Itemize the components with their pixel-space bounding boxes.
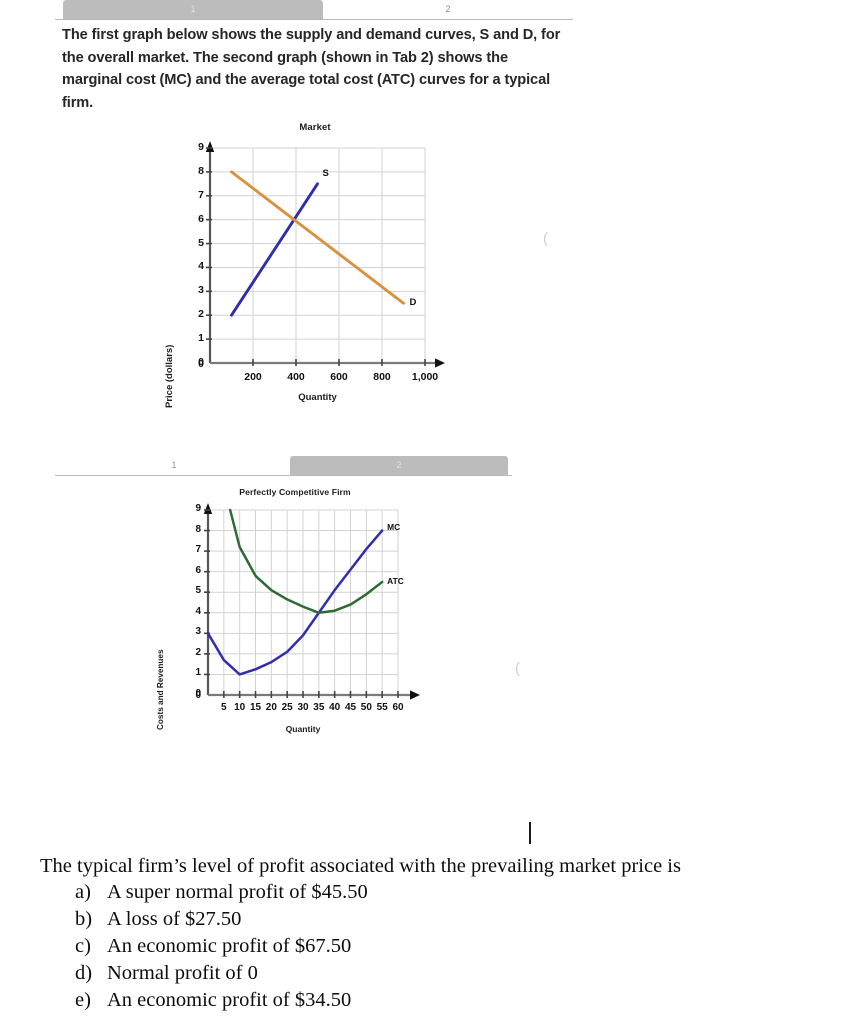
answer-choice-text: Normal profit of 0 xyxy=(107,962,258,984)
answer-choice-list: a) A super normal profit of $45.50 b) A los… xyxy=(40,879,830,1014)
firm-x-tick-15: 15 xyxy=(249,702,262,713)
firm-x-axis-label: Quantity xyxy=(285,724,321,734)
intro-paragraph: The first graph below shows the supply a… xyxy=(62,24,562,114)
tab-market-2[interactable]: 2 xyxy=(445,4,451,14)
firm-x-tick-25: 25 xyxy=(281,702,293,713)
answer-choice-text: An economic profit of $34.50 xyxy=(107,989,352,1011)
firm-x-tick-55: 55 xyxy=(376,702,388,713)
answer-choice-text: An economic profit of $67.50 xyxy=(107,935,352,957)
answer-choice[interactable]: e) An economic profit of $34.50 xyxy=(40,987,830,1014)
firm-y-tick-9: 9 xyxy=(195,503,201,514)
intro-line-3a: (shown in xyxy=(321,49,393,66)
answer-choice-marker: e) xyxy=(75,989,91,1011)
answer-choice[interactable]: c) An economic profit of $67.50 xyxy=(40,933,830,960)
firm-tab-bar: 1 2 xyxy=(55,456,512,476)
market-y-tick-5: 5 xyxy=(198,236,204,249)
firm-y-tick-3: 3 xyxy=(195,626,201,638)
firm-x-tick-40: 40 xyxy=(329,702,341,713)
firm-x-tick-5: 5 xyxy=(221,702,227,713)
question-stem: The typical firm’s level of profit assoc… xyxy=(40,855,681,877)
market-y-axis-label: Price (dollars) xyxy=(164,344,175,408)
market-label-d: D xyxy=(409,297,417,309)
market-x-tick-200: 200 xyxy=(244,371,262,383)
answer-choice-marker: d) xyxy=(75,962,93,984)
answer-choice-marker: b) xyxy=(75,908,93,930)
intro-tab2-emphasis: Tab 2 xyxy=(392,49,429,66)
market-y-tick-6: 6 xyxy=(198,212,204,225)
firm-plot-area xyxy=(203,503,420,700)
answer-choice-text: A super normal profit of $45.50 xyxy=(107,881,368,903)
firm-x-tick-10: 10 xyxy=(234,702,246,713)
market-y-tick-3: 3 xyxy=(198,284,204,297)
scan-artifact-upper: ( xyxy=(543,230,548,247)
market-y-tick-2: 2 xyxy=(198,308,204,321)
firm-y-tick-5: 5 xyxy=(195,585,201,597)
market-x-axis-label: Quantity xyxy=(298,392,337,403)
firm-origin-label: 0 xyxy=(195,690,201,701)
firm-axes xyxy=(203,503,420,700)
market-plot-svg xyxy=(205,141,445,368)
firm-x-tick-20: 20 xyxy=(265,702,277,713)
market-chart-title: Market xyxy=(299,122,331,133)
market-tab-bar: 1 2 xyxy=(55,0,573,20)
answer-choice[interactable]: a) A super normal profit of $45.50 xyxy=(40,879,830,906)
firm-x-tick-50: 50 xyxy=(360,702,372,713)
answer-choice-marker: a) xyxy=(75,881,91,903)
market-x-tick-400: 400 xyxy=(287,371,305,383)
firm-chart-title: Perfectly Competitive Firm xyxy=(239,487,351,497)
firm-y-tick-7: 7 xyxy=(195,544,201,556)
firm-label-mc: MC xyxy=(387,521,401,532)
firm-chart: Perfectly Competitive Firm Costs and Rev… xyxy=(140,485,450,745)
market-origin-label: 0 xyxy=(198,358,204,370)
market-y-tick-0: 0 xyxy=(198,356,204,368)
market-x-tick-800: 800 xyxy=(373,371,391,383)
intro-line-4: average total cost (ATC) curves for a ty… xyxy=(62,72,551,111)
firm-y-tick-1: 1 xyxy=(195,667,201,679)
intro-line-1: The first graph below shows the supply a… xyxy=(62,27,422,43)
firm-y-tick-2: 2 xyxy=(195,646,201,658)
answer-choice-text: A loss of $27.50 xyxy=(107,908,242,930)
answer-choice[interactable]: d) Normal profit of 0 xyxy=(40,960,830,987)
intro-line-2: curves, S and D, for the overall market.… xyxy=(62,27,561,66)
market-y-tick-1: 1 xyxy=(198,332,204,345)
firm-y-tick-4: 4 xyxy=(195,605,201,617)
firm-x-tick-30: 30 xyxy=(297,702,309,713)
answer-choice[interactable]: b) A loss of $27.50 xyxy=(40,906,830,933)
market-y-tick-9: 9 xyxy=(198,141,204,153)
firm-x-tick-35: 35 xyxy=(313,702,325,713)
firm-y-axis-label: Costs and Revenues xyxy=(156,649,165,730)
firm-x-tick-60: 60 xyxy=(392,702,404,713)
firm-gridlines xyxy=(208,509,399,695)
question-block: The typical firm’s level of profit assoc… xyxy=(40,853,830,1014)
market-label-s: S xyxy=(322,167,329,179)
tab-firm-2[interactable]: 2 xyxy=(290,456,508,475)
firm-label-atc: ATC xyxy=(387,575,404,586)
market-plot-area xyxy=(205,141,445,368)
market-x-tick-600: 600 xyxy=(330,371,348,383)
intro-line-3c: ) shows the marginal cost (MC) and the xyxy=(62,49,508,89)
market-chart: Market Price (dollars) Quantity 0 1 2 3 4 5 6 7… xyxy=(150,118,480,413)
market-curves xyxy=(230,170,405,317)
market-x-tick-1,000: 1,000 xyxy=(411,371,439,383)
market-y-tick-4: 4 xyxy=(198,260,204,273)
market-y-tick-7: 7 xyxy=(198,188,204,201)
scan-artifact-lower: ( xyxy=(515,660,520,677)
tab-firm-1[interactable]: 1 xyxy=(171,460,177,470)
text-caret xyxy=(529,822,531,844)
firm-y-tick-8: 8 xyxy=(195,523,201,535)
market-y-tick-8: 8 xyxy=(198,164,204,177)
tab-market-1[interactable]: 1 xyxy=(63,0,323,19)
firm-y-tick-0: 0 xyxy=(195,688,201,699)
firm-curves xyxy=(206,508,384,676)
answer-choice-marker: c) xyxy=(75,935,91,957)
firm-y-tick-6: 6 xyxy=(195,564,201,576)
firm-plot-svg xyxy=(203,503,420,700)
firm-x-tick-45: 45 xyxy=(344,702,357,713)
market-axes xyxy=(205,141,445,368)
